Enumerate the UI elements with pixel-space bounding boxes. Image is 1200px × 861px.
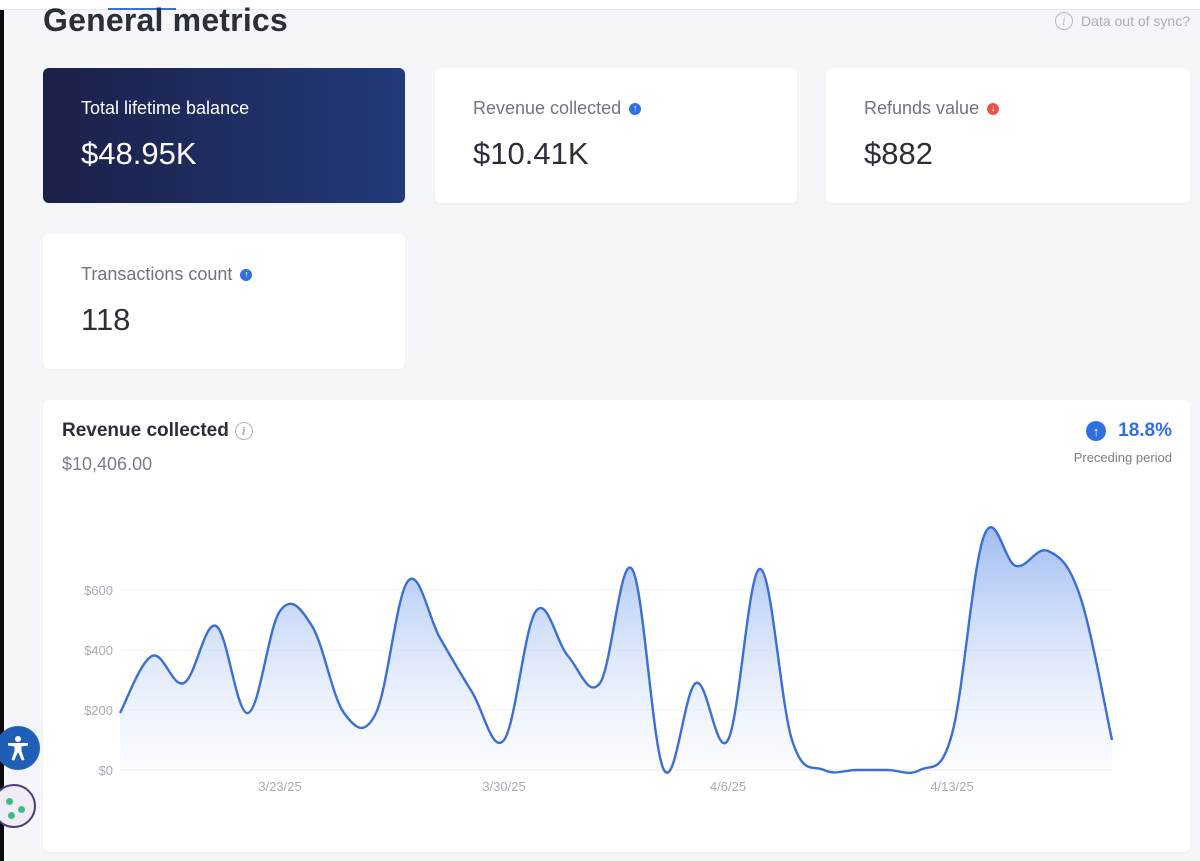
trend-up-icon: ↑ bbox=[629, 102, 642, 115]
data-point[interactable] bbox=[626, 563, 638, 575]
delta-caption: Preceding period bbox=[1073, 450, 1172, 465]
top-navigation-bar bbox=[0, 0, 1200, 10]
metric-card-transactions-count[interactable]: Transactions count ↑ 118 bbox=[43, 234, 405, 369]
data-point[interactable] bbox=[338, 707, 350, 719]
data-point[interactable] bbox=[242, 707, 254, 719]
data-point[interactable] bbox=[210, 620, 222, 632]
cookie-icon bbox=[6, 798, 13, 805]
data-point[interactable] bbox=[818, 764, 830, 776]
metric-label: Total lifetime balance bbox=[81, 98, 250, 118]
data-point[interactable] bbox=[914, 764, 926, 776]
metric-value: $10.41K bbox=[473, 136, 589, 171]
metric-card-refunds-value[interactable]: Refunds value ↓ $882 bbox=[826, 68, 1190, 203]
data-sync-link[interactable]: i Data out of sync? bbox=[1055, 12, 1190, 30]
data-point[interactable] bbox=[1106, 734, 1118, 746]
data-point[interactable] bbox=[498, 734, 510, 746]
data-point[interactable] bbox=[178, 677, 190, 689]
data-point[interactable] bbox=[306, 620, 318, 632]
data-point[interactable] bbox=[146, 650, 158, 662]
data-point[interactable] bbox=[114, 707, 126, 719]
revenue-chart-card: Revenue collected i $10,406.00 ↑ 18.8% P… bbox=[43, 400, 1190, 852]
info-icon[interactable]: i bbox=[234, 422, 253, 440]
info-icon: i bbox=[1055, 12, 1074, 30]
revenue-area-chart[interactable]: $0 $200 $400 $600 3/23/25 3/30/25 4/6/25 4/13/… bbox=[43, 400, 1190, 852]
x-tick-label: 4/13/25 bbox=[930, 779, 973, 794]
accessibility-icon bbox=[8, 736, 28, 761]
y-tick-label: $600 bbox=[84, 583, 113, 598]
active-tab-indicator bbox=[108, 8, 176, 10]
period-comparison: ↑ 18.8% Preceding period bbox=[1074, 420, 1172, 465]
x-tick-label: 3/30/25 bbox=[482, 779, 525, 794]
data-point[interactable] bbox=[466, 686, 478, 698]
y-tick-label: $0 bbox=[99, 763, 113, 778]
data-point[interactable] bbox=[434, 632, 446, 644]
cookie-settings-button[interactable] bbox=[0, 784, 36, 828]
series-area bbox=[120, 527, 1112, 773]
chart-title: Revenue collected bbox=[62, 420, 229, 441]
metric-value: 118 bbox=[81, 302, 131, 337]
data-point[interactable] bbox=[754, 563, 766, 575]
metric-card-lifetime-balance[interactable]: Total lifetime balance $48.95K bbox=[43, 68, 405, 203]
trend-up-icon: ↑ bbox=[240, 268, 253, 281]
metric-label: Transactions count bbox=[81, 264, 233, 284]
data-point[interactable] bbox=[658, 764, 670, 776]
chart-total-value: $10,406.00 bbox=[62, 454, 153, 474]
data-point[interactable] bbox=[690, 677, 702, 689]
data-point[interactable] bbox=[946, 728, 958, 740]
data-point[interactable] bbox=[978, 530, 990, 542]
page-title: General metrics bbox=[43, 2, 288, 38]
cookie-chip bbox=[8, 812, 15, 819]
x-tick-label: 3/23/25 bbox=[258, 779, 301, 794]
delta-percent: 18.8% bbox=[1118, 420, 1172, 441]
data-point[interactable] bbox=[882, 764, 894, 776]
data-point[interactable] bbox=[402, 575, 414, 587]
data-point[interactable] bbox=[274, 605, 286, 617]
data-point[interactable] bbox=[370, 707, 382, 719]
sync-notice-label: Data out of sync? bbox=[1081, 13, 1190, 29]
series-line bbox=[118, 526, 1114, 775]
metric-label: Revenue collected bbox=[473, 98, 622, 118]
metric-label: Refunds value bbox=[864, 98, 980, 118]
data-point[interactable] bbox=[1042, 545, 1054, 557]
arrow-up-icon: ↑ bbox=[1086, 421, 1107, 441]
data-point[interactable] bbox=[594, 677, 606, 689]
x-tick-label: 4/6/25 bbox=[710, 779, 746, 794]
data-point[interactable] bbox=[850, 764, 862, 776]
trend-down-icon: ↓ bbox=[987, 102, 1000, 115]
cookie-chip bbox=[18, 806, 25, 813]
metric-card-revenue-collected[interactable]: Revenue collected ↑ $10.41K bbox=[435, 68, 797, 203]
metric-value: $48.95K bbox=[81, 136, 197, 171]
accessibility-button[interactable] bbox=[0, 726, 40, 770]
data-point[interactable] bbox=[1074, 590, 1086, 602]
data-point[interactable] bbox=[562, 650, 574, 662]
data-point[interactable] bbox=[530, 605, 542, 617]
data-point[interactable] bbox=[722, 734, 734, 746]
window-edge bbox=[0, 0, 4, 861]
metric-value: $882 bbox=[864, 136, 933, 171]
data-point[interactable] bbox=[1010, 560, 1022, 572]
data-point[interactable] bbox=[786, 734, 798, 746]
y-tick-label: $200 bbox=[84, 703, 113, 718]
y-tick-label: $400 bbox=[84, 643, 113, 658]
